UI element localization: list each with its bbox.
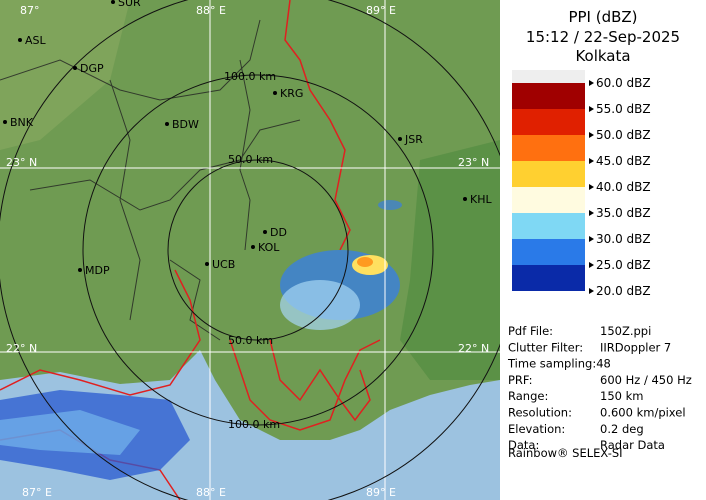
legend-pointer — [589, 80, 594, 86]
info-label: Data: — [508, 438, 539, 452]
map: SUR ASL DGP KRG BDW BNK JSR KHL DD KOL UCB MDP 87° 88… — [0, 0, 500, 500]
highland — [0, 0, 130, 150]
place-dot — [78, 268, 82, 272]
grid-label: 89° E — [366, 486, 396, 499]
place-dot — [273, 91, 277, 95]
info-value: IIRDoppler 7 — [600, 340, 671, 354]
legend-band — [512, 213, 585, 239]
info-value: 600 Hz / 450 Hz — [600, 373, 692, 387]
timestamp: 15:12 / 22-Sep-2025 — [526, 28, 680, 46]
grid-label: 23° N — [458, 156, 489, 169]
place-label: UCB — [212, 258, 235, 271]
info-label: Resolution: — [508, 406, 572, 420]
legend-band — [512, 161, 585, 187]
echoes — [0, 200, 402, 480]
legend-pointer — [589, 106, 594, 112]
place-label: BNK — [10, 116, 34, 129]
legend-band — [512, 109, 585, 135]
map-labels: SUR ASL DGP KRG BDW BNK JSR KHL DD KOL UCB MDP 87° 88… — [3, 0, 492, 499]
legend-pointer — [589, 288, 594, 294]
place-dot — [111, 0, 115, 4]
legend-band — [512, 265, 585, 291]
ring-label: 100.0 km — [224, 70, 276, 83]
place-label: DGP — [80, 62, 104, 75]
legend-label: 55.0 dBZ — [596, 102, 651, 116]
station: Kolkata — [575, 47, 630, 65]
ring-label: 50.0 km — [228, 334, 273, 347]
grid-label: 23° N — [6, 156, 37, 169]
place-label: DD — [270, 226, 287, 239]
footer: Rainbow® SELEX-SI — [508, 446, 623, 460]
info-label: Elevation: — [508, 422, 565, 436]
grid-label: 22° N — [6, 342, 37, 355]
place-label: BDW — [172, 118, 199, 131]
place-dot — [165, 122, 169, 126]
info-value: 0.2 deg — [600, 422, 644, 436]
grid-label: 87° — [20, 4, 40, 17]
grid-label: 88° E — [196, 4, 226, 17]
legend-pointer — [589, 132, 594, 138]
place-label: ASL — [25, 34, 47, 47]
grid-label: 89° E — [366, 4, 396, 17]
place-dot — [251, 245, 255, 249]
place-dot — [398, 137, 402, 141]
legend-label: 45.0 dBZ — [596, 154, 651, 168]
legend-pointer — [589, 158, 594, 164]
legend-pointer — [589, 184, 594, 190]
range-rings — [0, 0, 500, 500]
place-dot — [263, 230, 267, 234]
title: PPI (dBZ) — [568, 8, 637, 26]
grid-label: 87° E — [22, 486, 52, 499]
info-value: Radar Data — [600, 438, 665, 452]
info-label: Clutter Filter: — [508, 340, 583, 354]
legend-top — [512, 70, 585, 83]
legend-label: 35.0 dBZ — [596, 206, 651, 220]
legend-label: 50.0 dBZ — [596, 128, 651, 142]
place-label: SUR — [118, 0, 141, 9]
legend-label: 20.0 dBZ — [596, 284, 651, 298]
place-label: KRG — [280, 87, 303, 100]
legend-band — [512, 187, 585, 213]
legend-band — [512, 239, 585, 265]
district-borders — [0, 19, 301, 341]
legend-band — [512, 135, 585, 161]
legend-label: 25.0 dBZ — [596, 258, 651, 272]
info-value: 150Z.ppi — [600, 324, 651, 338]
info-value: 150 km — [600, 389, 643, 403]
place-label: MDP — [85, 264, 110, 277]
legend-pointer — [589, 210, 594, 216]
ring-label: 50.0 km — [228, 153, 273, 166]
info-label: Time sampling:48 — [507, 357, 611, 371]
place-dot — [73, 66, 77, 70]
lowland — [400, 140, 500, 380]
info-value: 0.600 km/pixel — [600, 406, 686, 420]
info-label: Range: — [508, 389, 548, 403]
place-dot — [463, 197, 467, 201]
ring-label: 100.0 km — [228, 418, 280, 431]
graticule — [0, 0, 500, 500]
grid-label: 22° N — [458, 342, 489, 355]
info-label: PRF: — [508, 373, 533, 387]
place-dot — [205, 262, 209, 266]
place-label: JSR — [404, 133, 423, 146]
legend-label: 60.0 dBZ — [596, 76, 651, 90]
place-label: KOL — [258, 241, 280, 254]
grid-label: 88° E — [196, 486, 226, 499]
legend-label: 40.0 dBZ — [596, 180, 651, 194]
place-dot — [3, 120, 7, 124]
place-label: KHL — [470, 193, 492, 206]
legend-pointer — [589, 236, 594, 242]
legend-label: 30.0 dBZ — [596, 232, 651, 246]
info-label: Pdf File: — [508, 324, 553, 338]
legend-pointer — [589, 262, 594, 268]
legend-band — [512, 83, 585, 109]
place-dot — [18, 38, 22, 42]
